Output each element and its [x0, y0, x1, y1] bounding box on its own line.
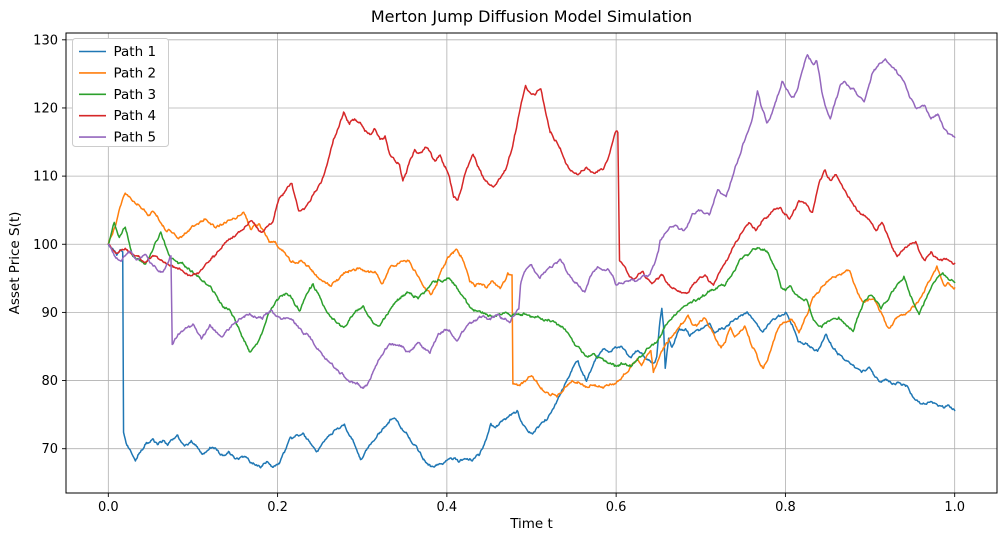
plot-border — [65, 32, 998, 494]
legend: Path 1 Path 2 Path 3 Path 4 Path 5 — [72, 38, 169, 147]
y-tick-label: 90 — [41, 306, 58, 321]
chart-title: Merton Jump Diffusion Model Simulation — [371, 7, 692, 26]
series-line-path-4 — [107, 84, 956, 295]
legend-label: Path 1 — [114, 44, 157, 60]
series-line-path-1 — [107, 243, 956, 469]
x-tick-label: 0.6 — [606, 500, 627, 515]
legend-label: Path 3 — [114, 87, 157, 103]
tick-marks — [62, 39, 956, 497]
legend-label: Path 4 — [114, 108, 157, 124]
y-tick-label: 130 — [33, 33, 58, 48]
tick-labels: 0.0 0.2 0.4 0.6 0.8 1.0 70 80 90 100 110 120 130 — [33, 33, 965, 515]
y-tick-label: 110 — [33, 170, 58, 185]
legend-label: Path 5 — [114, 130, 157, 146]
y-tick-label: 80 — [41, 374, 58, 389]
y-tick-label: 120 — [33, 101, 58, 116]
x-tick-label: 0.4 — [437, 500, 458, 515]
axes-spines — [65, 32, 998, 494]
series-line-path-5 — [107, 54, 956, 389]
y-tick-label: 70 — [41, 442, 58, 457]
series-line-path-3 — [107, 221, 956, 368]
x-axis-label: Time t — [509, 516, 553, 532]
y-axis-label: Asset Price S(t) — [7, 212, 23, 315]
legend-label: Path 2 — [114, 65, 157, 81]
x-tick-label: 0.2 — [267, 500, 288, 515]
x-tick-label: 0.0 — [98, 500, 119, 515]
series-line-path-2 — [107, 192, 956, 398]
legend-box — [72, 38, 169, 147]
x-tick-label: 1.0 — [944, 500, 965, 515]
x-tick-label: 0.8 — [775, 500, 796, 515]
y-tick-label: 100 — [33, 238, 58, 253]
series-lines — [107, 54, 956, 469]
